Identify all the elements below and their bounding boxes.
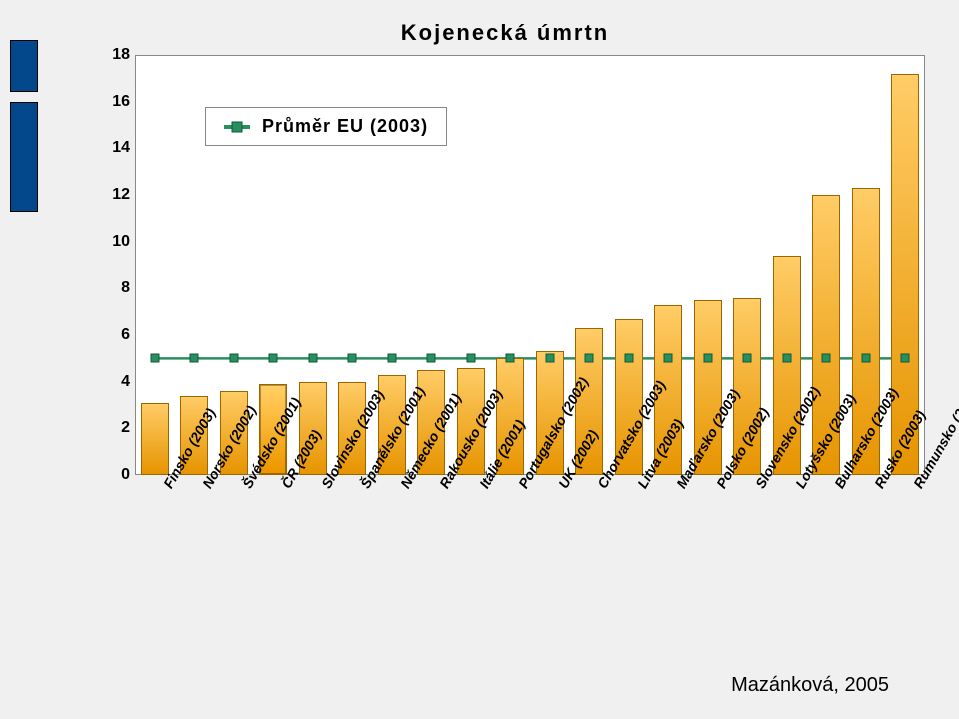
avg-marker-icon — [190, 354, 199, 363]
avg-marker-icon — [427, 354, 436, 363]
y-tick: 18 — [100, 46, 130, 64]
avg-marker-icon — [822, 354, 831, 363]
avg-marker-icon — [229, 354, 238, 363]
attribution: Mazánková, 2005 — [731, 674, 889, 697]
avg-marker-icon — [466, 354, 475, 363]
legend-text: Průměr EU (2003) — [262, 116, 428, 137]
chart-title: Kojenecká úmrtn — [80, 20, 930, 46]
avg-marker-icon — [664, 354, 673, 363]
avg-marker-icon — [703, 354, 712, 363]
y-tick: 6 — [100, 326, 130, 344]
y-tick: 4 — [100, 373, 130, 391]
y-tick: 16 — [100, 93, 130, 111]
slide: Kojenecká úmrtn Průměr EU (2003) 0 2 4 6 8 10… — [0, 0, 959, 719]
legend-marker-icon — [224, 125, 250, 129]
avg-marker-icon — [861, 354, 870, 363]
x-axis-labels: Finsko (2003)Norsko (2002)Švédsko (2001)… — [135, 475, 925, 655]
avg-marker-icon — [348, 354, 357, 363]
bar — [141, 403, 169, 475]
y-tick: 8 — [100, 279, 130, 297]
legend: Průměr EU (2003) — [205, 107, 447, 146]
avg-marker-icon — [269, 354, 278, 363]
avg-marker-icon — [150, 354, 159, 363]
avg-marker-icon — [308, 354, 317, 363]
y-tick: 0 — [100, 466, 130, 484]
avg-marker-icon — [506, 354, 515, 363]
avg-marker-icon — [782, 354, 791, 363]
avg-marker-icon — [901, 354, 910, 363]
avg-marker-icon — [743, 354, 752, 363]
avg-marker-icon — [585, 354, 594, 363]
y-tick: 10 — [100, 233, 130, 251]
side-accent — [10, 40, 38, 220]
y-tick: 2 — [100, 419, 130, 437]
chart: Kojenecká úmrtn Průměr EU (2003) 0 2 4 6 8 10… — [80, 20, 930, 660]
avg-marker-icon — [624, 354, 633, 363]
avg-marker-icon — [387, 354, 396, 363]
y-tick: 14 — [100, 139, 130, 157]
y-tick: 12 — [100, 186, 130, 204]
avg-marker-icon — [545, 354, 554, 363]
